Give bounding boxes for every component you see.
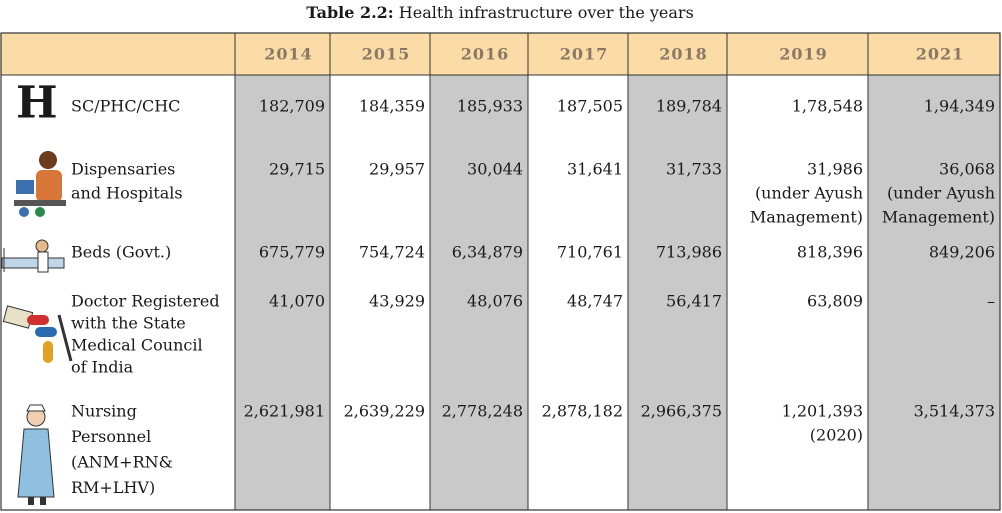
row-label: Doctor Registered <box>71 292 220 311</box>
cell-value: 2,966,375 <box>641 402 722 421</box>
column-header: 2021 <box>916 45 965 64</box>
row-label: RM+LHV) <box>71 478 155 497</box>
icon-beds <box>1 239 65 273</box>
row-label: with the State <box>71 314 186 333</box>
cell-value: 31,986 <box>807 160 863 179</box>
cell-value: 754,724 <box>359 243 425 262</box>
cell-value: 1,201,393 <box>782 402 863 421</box>
row-label: and Hospitals <box>71 184 183 203</box>
cell-value: 30,044 <box>467 160 523 179</box>
cell-value: 36,068 <box>939 160 995 179</box>
shaded-column <box>628 75 727 510</box>
cell-value: 2,639,229 <box>344 402 425 421</box>
row-label: (ANM+RN& <box>71 453 173 472</box>
cell-value: 710,761 <box>557 243 623 262</box>
caption-label: Table 2.2: <box>306 3 394 22</box>
cell-value: 713,986 <box>656 243 722 262</box>
cell-value: 1,94,349 <box>924 97 995 116</box>
column-header: 2016 <box>461 45 510 64</box>
cell-value: 41,070 <box>269 292 325 311</box>
cell-value: 63,809 <box>807 292 863 311</box>
cell-value: 2,778,248 <box>442 402 523 421</box>
cell-value: 29,957 <box>369 160 425 179</box>
cell-value: 184,359 <box>359 97 425 116</box>
cell-value: 849,206 <box>929 243 995 262</box>
cell-value: 6,34,879 <box>452 243 523 262</box>
column-header: 2017 <box>560 45 609 64</box>
cell-value: 1,78,548 <box>792 97 863 116</box>
table: 2014 2015 2016 2017 2018 2019 2021 H SC/PHC/CHC 1… <box>0 32 1001 511</box>
row-label: Dispensaries <box>71 160 175 179</box>
table-border <box>0 32 1001 511</box>
cell-value: 185,933 <box>457 97 523 116</box>
cell-value: (2020) <box>810 426 863 445</box>
column-header: 2018 <box>659 45 708 64</box>
icon-dispensary <box>14 151 66 217</box>
icon-medicine <box>2 305 73 363</box>
shaded-column <box>868 75 1000 510</box>
cell-value: Management) <box>750 208 863 227</box>
cell-value: 187,505 <box>557 97 623 116</box>
cell-value: 189,784 <box>656 97 722 116</box>
row-label: Nursing <box>71 402 137 421</box>
column-header: 2019 <box>779 45 828 64</box>
row-label: Personnel <box>71 427 151 446</box>
column-header: 2014 <box>264 45 313 64</box>
cell-value: 43,929 <box>369 292 425 311</box>
cell-value: 48,076 <box>467 292 523 311</box>
header-band <box>1 33 1000 75</box>
icon-nurse <box>17 404 55 505</box>
cell-value: Management) <box>882 208 995 227</box>
table-caption: Table 2.2: Health infrastructure over th… <box>306 3 694 22</box>
cell-value: 31,733 <box>666 160 722 179</box>
cell-value: 31,641 <box>567 160 623 179</box>
cell-value: (under Ayush <box>887 184 995 203</box>
row-label: of India <box>71 358 134 377</box>
row-icon-letter: H <box>16 78 58 129</box>
cell-value: 818,396 <box>797 243 863 262</box>
cell-value: 3,514,373 <box>914 402 995 421</box>
row-label: SC/PHC/CHC <box>71 97 180 116</box>
cell-value: (under Ayush <box>755 184 863 203</box>
cell-value: 182,709 <box>259 97 325 116</box>
row-label: Beds (Govt.) <box>71 243 171 262</box>
caption-text: Health infrastructure over the years <box>399 3 694 22</box>
cell-value: 2,878,182 <box>542 402 623 421</box>
column-header: 2015 <box>362 45 411 64</box>
shaded-column <box>430 75 528 510</box>
cell-value: 56,417 <box>666 292 722 311</box>
cell-value: 29,715 <box>269 160 325 179</box>
row-label: Medical Council <box>71 336 203 355</box>
cell-value: – <box>987 292 995 311</box>
cell-value: 48,747 <box>567 292 623 311</box>
cell-value: 675,779 <box>259 243 325 262</box>
shaded-column <box>235 75 330 510</box>
cell-value: 2,621,981 <box>244 402 325 421</box>
